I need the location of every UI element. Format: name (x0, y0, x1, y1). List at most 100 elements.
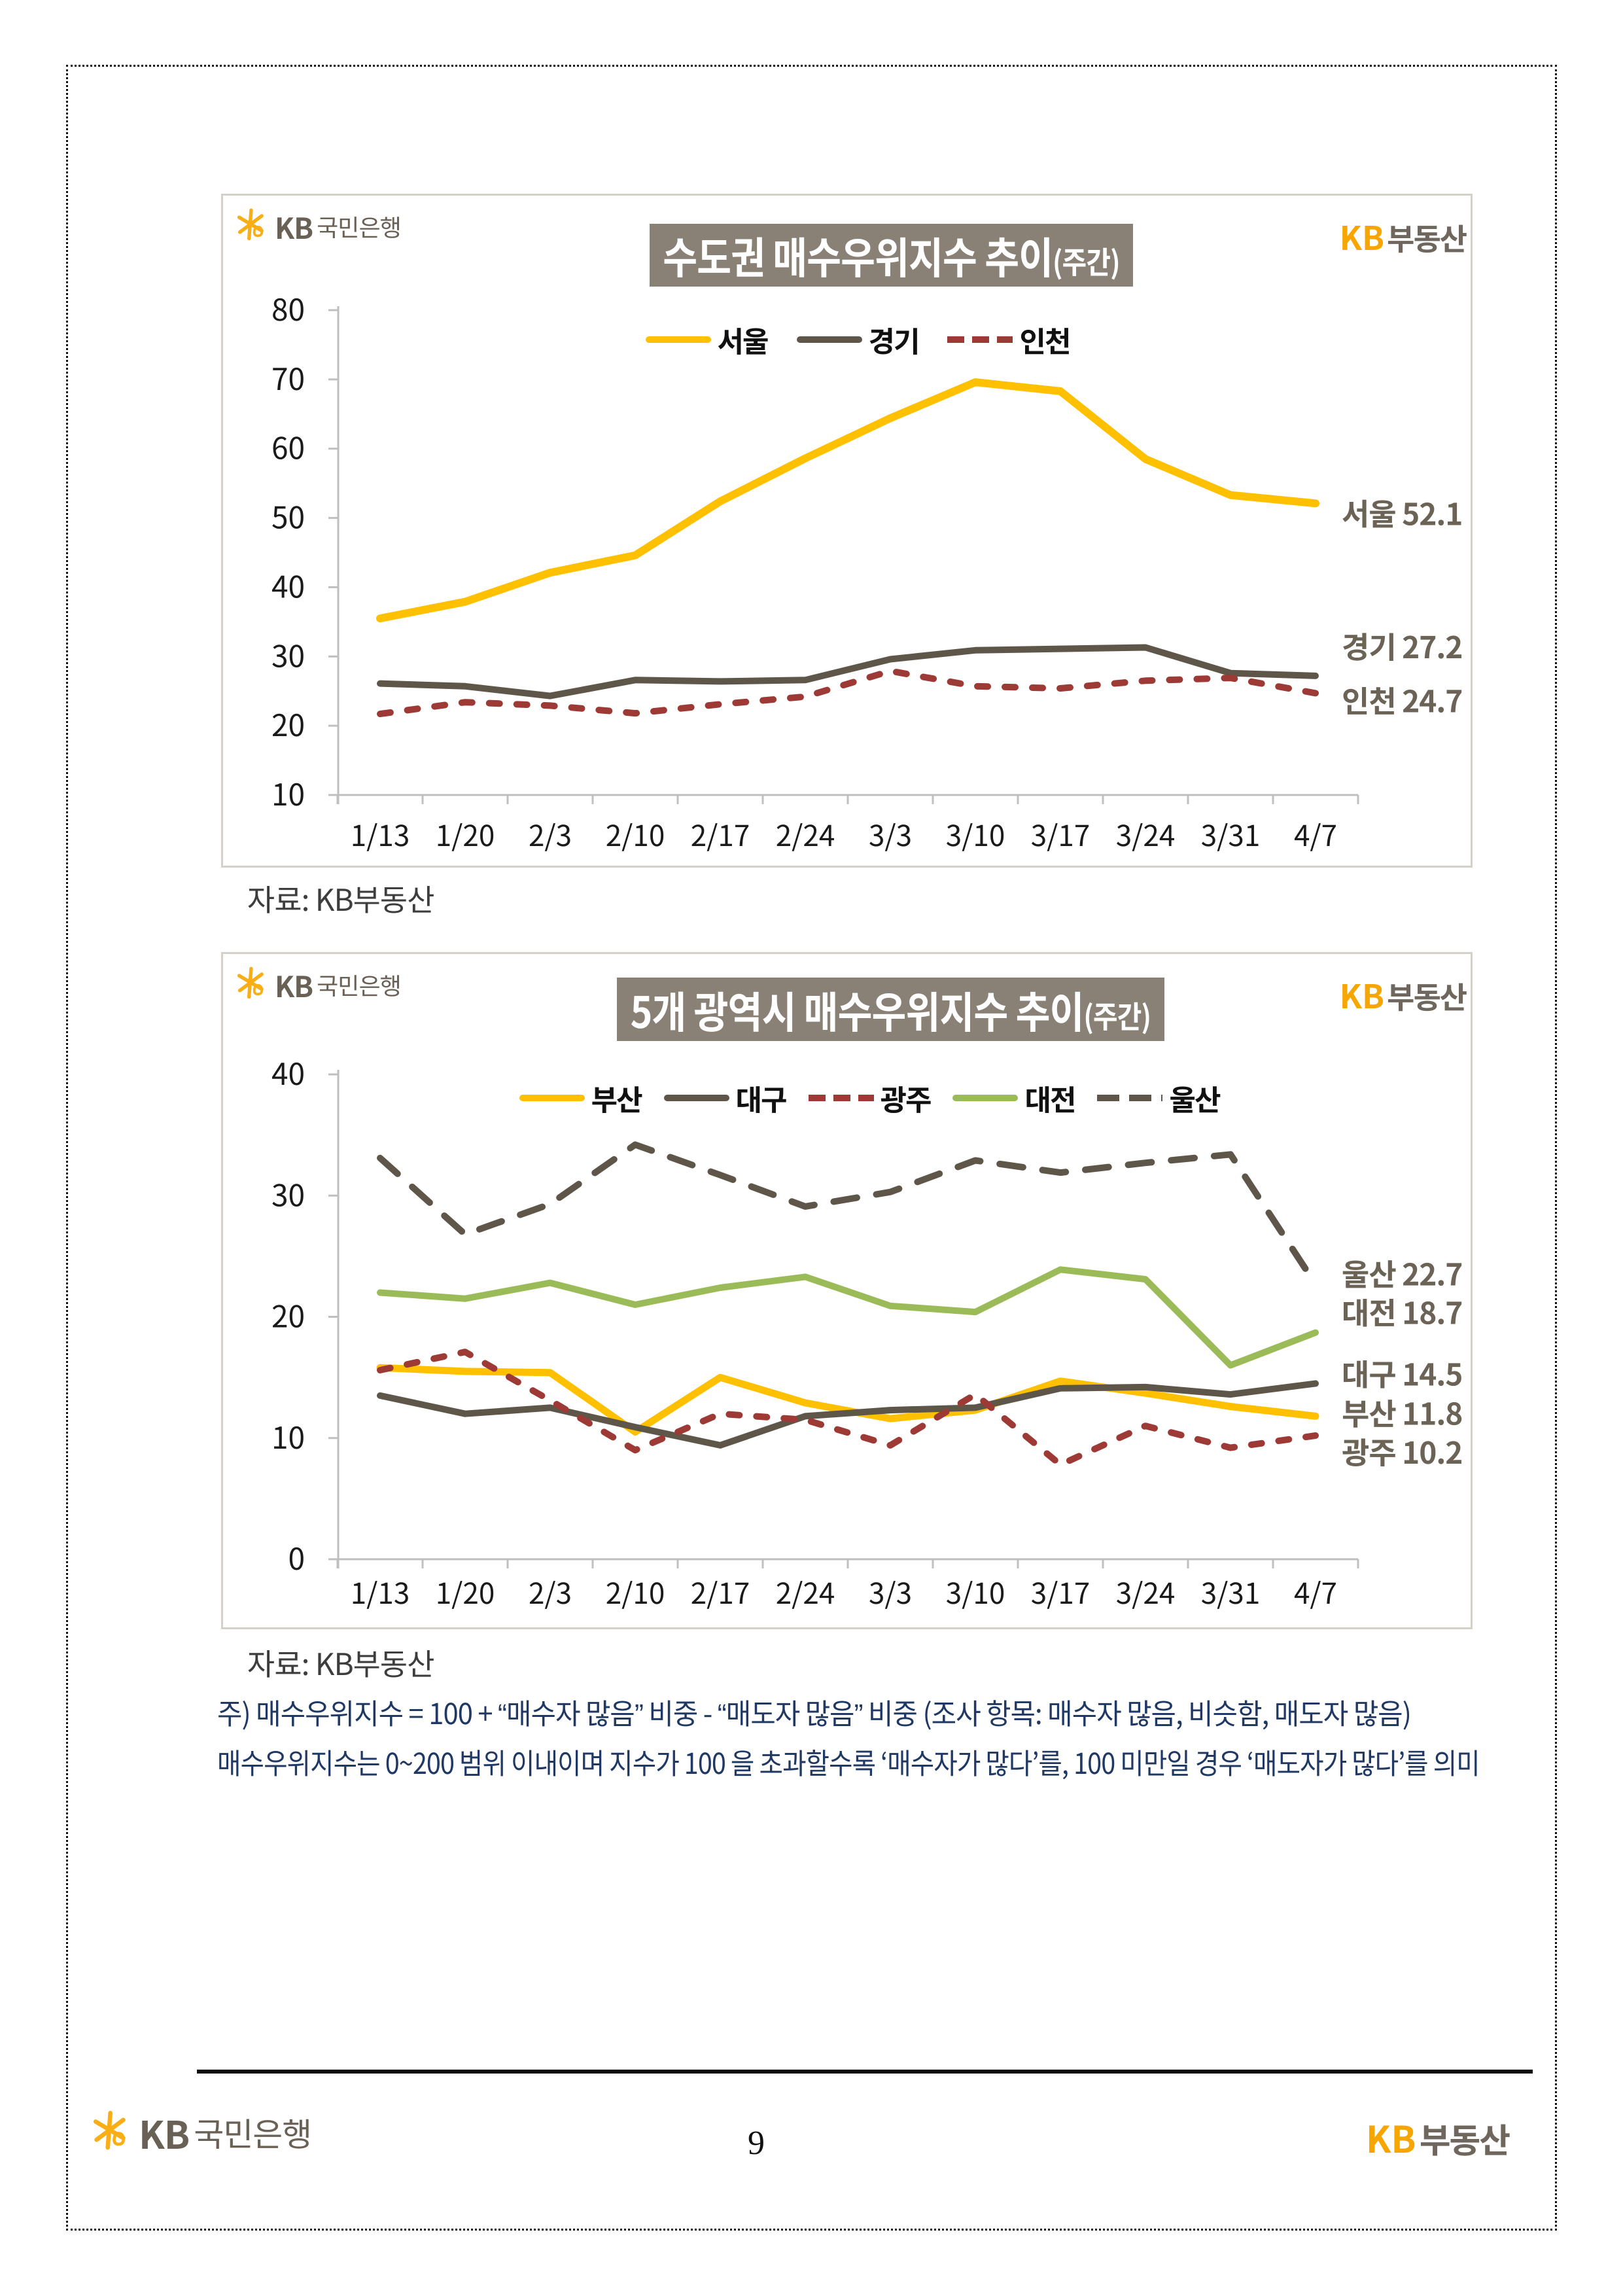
svg-text:60: 60 (271, 425, 305, 468)
legend-item: 광주 (808, 1077, 932, 1119)
svg-text:3/24: 3/24 (1116, 1570, 1176, 1612)
svg-text:80: 80 (271, 287, 305, 330)
svg-text:3/10: 3/10 (946, 813, 1005, 855)
source-note: 자료: KB부동산 (247, 877, 435, 920)
legend-label: 광주 (880, 1077, 932, 1119)
svg-text:2/3: 2/3 (529, 1570, 572, 1612)
footnote-definition: 주) 매수우위지수 = 100 + “매수자 많음” 비중 - “매도자 많음”… (217, 1691, 1412, 1733)
svg-text:3/17: 3/17 (1031, 1570, 1091, 1612)
svg-text:30: 30 (271, 633, 305, 676)
legend-label: 대전 (1024, 1077, 1076, 1119)
svg-text:1/20: 1/20 (436, 813, 495, 855)
kb-bank-logo-name: 국민은행 (317, 968, 401, 1002)
svg-text:3/3: 3/3 (869, 813, 912, 855)
kb-bank-logo-kb: KB (275, 964, 313, 1006)
legend-swatch (1097, 1095, 1163, 1101)
kb-bank-logo-kb: KB (275, 205, 313, 247)
footnote-range: 매수우위지수는 0~200 범위 이내이며 지수가 100 을 초과할수록 ‘매… (217, 1740, 1480, 1782)
svg-text:40: 40 (271, 1051, 305, 1094)
svg-text:1/13: 1/13 (351, 813, 410, 855)
svg-text:0: 0 (288, 1536, 305, 1579)
svg-text:2/24: 2/24 (776, 1570, 835, 1612)
svg-text:3/31: 3/31 (1201, 1570, 1261, 1612)
page-number: 9 (748, 2125, 765, 2162)
chart-title-metro-area: 수도권 매수우위지수 추이(주간) (650, 224, 1133, 287)
legend-label: 울산 (1169, 1077, 1221, 1119)
legend-label: 부산 (591, 1077, 643, 1119)
svg-text:70: 70 (271, 356, 305, 399)
svg-text:3/3: 3/3 (869, 1570, 912, 1612)
legend-label: 경기 (868, 319, 920, 361)
svg-text:부산 11.8: 부산 11.8 (1342, 1390, 1462, 1434)
chart-card-five-cities: 0 10 20 30 40 1/13 1/20 2/3 2/10 2/17 2/24 3/3 3/10 3… (221, 952, 1473, 1629)
svg-text:2/17: 2/17 (691, 1570, 750, 1612)
svg-text:2/10: 2/10 (606, 813, 665, 855)
kb-bank-logo: KB 국민은행 (234, 205, 402, 248)
svg-text:30: 30 (271, 1172, 305, 1215)
kb-bank-logo-name: 국민은행 (317, 209, 401, 243)
page-border (66, 65, 1557, 2231)
legend-item: 서울 (645, 319, 769, 361)
source-note: 자료: KB부동산 (247, 1641, 435, 1684)
svg-text:3/17: 3/17 (1031, 813, 1091, 855)
svg-text:2/3: 2/3 (529, 813, 572, 855)
svg-text:2/24: 2/24 (776, 813, 835, 855)
legend-swatch (519, 1095, 585, 1101)
kb-land-logo-kb: KB (1339, 213, 1385, 260)
legend-swatch (808, 1095, 874, 1101)
svg-text:4/7: 4/7 (1294, 1570, 1337, 1612)
legend-swatch (952, 1095, 1019, 1101)
chart-title-suffix: (주간) (1053, 238, 1121, 283)
svg-text:서울 52.1: 서울 52.1 (1342, 491, 1462, 534)
svg-text:3/10: 3/10 (946, 1570, 1005, 1612)
legend-label: 인천 (1019, 319, 1071, 361)
chart-legend: 부산 대구 광주 대전 울산 (359, 1077, 1380, 1119)
kb-land-logo: KB 부동산 (1339, 971, 1467, 1018)
svg-text:10: 10 (271, 1415, 305, 1458)
legend-item: 인천 (947, 319, 1071, 361)
kb-land-logo-name: 부동산 (1387, 974, 1467, 1017)
kb-land-logo-name: 부동산 (1387, 216, 1467, 259)
kb-star-icon (234, 966, 270, 1004)
legend-item: 경기 (796, 319, 920, 361)
legend-item: 대전 (952, 1077, 1076, 1119)
footer-kb-land-kb: KB (1366, 2111, 1416, 2164)
chart-legend: 서울 경기 인천 (347, 319, 1368, 361)
svg-text:50: 50 (271, 495, 305, 538)
legend-swatch (947, 336, 1013, 343)
svg-text:3/31: 3/31 (1201, 813, 1261, 855)
svg-text:1/13: 1/13 (351, 1570, 410, 1612)
line-chart-metro-area: 10 20 30 40 50 60 70 80 1/13 1/20 2/3 2/10 2/17 2/24 3… (271, 287, 1463, 855)
kb-star-icon (90, 2110, 133, 2156)
legend-item: 대구 (663, 1077, 788, 1119)
kb-bank-logo: KB 국민은행 (234, 963, 402, 1006)
footer-kb-bank-name: 국민은행 (194, 2109, 312, 2156)
svg-text:2/10: 2/10 (606, 1570, 665, 1612)
legend-item: 울산 (1097, 1077, 1221, 1119)
line-chart-five-cities: 0 10 20 30 40 1/13 1/20 2/3 2/10 2/17 2/24 3/3 3/10 3… (271, 1051, 1463, 1612)
svg-text:울산 22.7: 울산 22.7 (1342, 1251, 1462, 1294)
svg-text:인천 24.7: 인천 24.7 (1342, 678, 1462, 721)
svg-text:광주 10.2: 광주 10.2 (1342, 1430, 1462, 1473)
kb-star-icon (234, 207, 270, 246)
legend-item: 부산 (519, 1077, 643, 1119)
kb-land-logo: KB 부동산 (1339, 213, 1467, 260)
legend-label: 서울 (717, 319, 769, 361)
svg-text:3/24: 3/24 (1116, 813, 1176, 855)
svg-text:대전 18.7: 대전 18.7 (1342, 1290, 1462, 1333)
kb-land-logo-kb: KB (1339, 971, 1385, 1018)
svg-text:대구 14.5: 대구 14.5 (1342, 1351, 1462, 1394)
svg-text:2/17: 2/17 (691, 813, 750, 855)
svg-text:20: 20 (271, 702, 305, 745)
svg-text:10: 10 (271, 771, 305, 815)
chart-title-text: 수도권 매수우위지수 추이 (663, 224, 1053, 287)
chart-title-five-cities: 5개 광역시 매수우위지수 추이(주간) (617, 978, 1164, 1041)
legend-swatch (645, 336, 711, 343)
footer-kb-bank-kb: KB (139, 2105, 190, 2160)
footer-kb-land-name: 부동산 (1419, 2113, 1511, 2163)
svg-text:20: 20 (271, 1294, 305, 1337)
footer-kb-bank-logo: KB 국민은행 (90, 2105, 312, 2160)
svg-text:1/20: 1/20 (436, 1570, 495, 1612)
svg-text:4/7: 4/7 (1294, 813, 1337, 855)
